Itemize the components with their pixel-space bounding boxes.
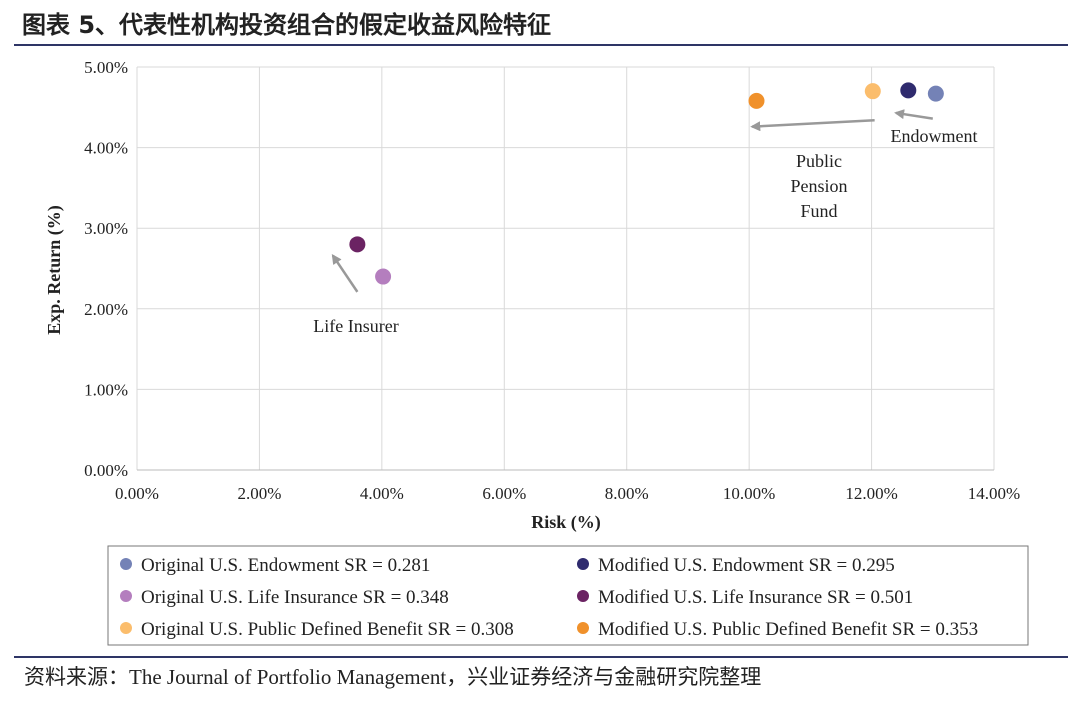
annotation-label: Fund (800, 201, 837, 221)
x-tick-label: 14.00% (968, 484, 1020, 503)
y-tick-label: 5.00% (84, 58, 128, 77)
data-point (927, 85, 944, 102)
legend-entry: Modified U.S. Public Defined Benefit SR … (598, 619, 978, 640)
annotation-arrow (331, 253, 359, 293)
grid (136, 66, 995, 471)
x-tick-label: 8.00% (605, 484, 649, 503)
source-note: 资料来源：The Journal of Portfolio Management… (24, 665, 761, 689)
y-tick-label: 1.00% (84, 380, 128, 399)
data-point (375, 268, 392, 285)
axes: 0.00% 2.00% 4.00% 6.00% 8.00% 10.00% 12.00% 14.… (84, 58, 1020, 503)
annotation-label: Endowment (891, 126, 978, 146)
x-axis-label: Risk (%) (531, 512, 601, 533)
legend-marker (577, 590, 589, 602)
legend-entry: Original U.S. Public Defined Benefit SR … (141, 619, 514, 640)
legend-marker (120, 558, 132, 570)
x-tick-label: 0.00% (115, 484, 159, 503)
annotation-arrow (894, 109, 933, 120)
annotation-label: Public (796, 151, 842, 171)
data-point (748, 92, 765, 109)
annotations: Endowment Public Pension Fund Life Insurer (313, 109, 978, 336)
annotation-label: Life Insurer (313, 316, 398, 336)
data-points (349, 82, 944, 285)
data-point (864, 83, 881, 100)
x-tick-label: 4.00% (360, 484, 404, 503)
x-tick-label: 10.00% (723, 484, 775, 503)
legend-marker (120, 622, 132, 634)
legend-marker (577, 558, 589, 570)
legend-marker (120, 590, 132, 602)
annotation-arrow (750, 118, 875, 132)
legend-entry: Original U.S. Life Insurance SR = 0.348 (141, 587, 449, 608)
legend-entry: Modified U.S. Life Insurance SR = 0.501 (598, 587, 913, 608)
data-point (349, 236, 366, 253)
y-axis-label: Exp. Return (%) (44, 205, 65, 335)
legend (107, 545, 1029, 646)
y-tick-label: 2.00% (84, 300, 128, 319)
x-tick-label: 12.00% (845, 484, 897, 503)
legend-marker (577, 622, 589, 634)
y-tick-label: 3.00% (84, 219, 128, 238)
y-tick-label: 0.00% (84, 461, 128, 480)
page-title: 图表 5、代表性机构投资组合的假定收益风险特征 (22, 11, 551, 39)
legend-entry: Modified U.S. Endowment SR = 0.295 (598, 555, 895, 576)
data-point (900, 82, 917, 99)
legend-entry: Original U.S. Endowment SR = 0.281 (141, 555, 430, 576)
x-tick-label: 6.00% (482, 484, 526, 503)
y-tick-label: 4.00% (84, 139, 128, 158)
x-tick-label: 2.00% (237, 484, 281, 503)
annotation-label: Pension (790, 176, 847, 196)
